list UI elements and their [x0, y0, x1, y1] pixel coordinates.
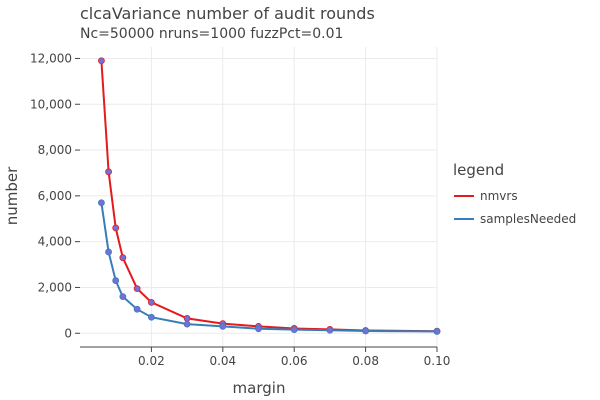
data-point-samplesNeeded	[98, 199, 105, 207]
grid	[80, 47, 438, 347]
x-tick-label: 0.10	[424, 354, 451, 368]
legend-title: legend	[453, 161, 504, 179]
y-tick-label: 0	[64, 326, 72, 340]
x-tick-label: 0.06	[281, 354, 308, 368]
data-point-nmvrs	[183, 314, 191, 322]
legend: legend nmvrs samplesNeeded	[453, 161, 576, 226]
data-point-samplesNeeded	[326, 326, 334, 334]
data-point-nmvrs	[147, 298, 155, 306]
data-point-nmvrs	[133, 285, 141, 293]
x-tick-label: 0.04	[209, 354, 236, 368]
data-point-samplesNeeded	[290, 326, 298, 333]
data-point-samplesNeeded	[255, 325, 262, 333]
data-point-samplesNeeded	[119, 293, 127, 301]
chart-subtitle: Nc=50000 nruns=1000 fuzzPct=0.01	[80, 26, 343, 42]
y-tick-label: 6,000	[38, 189, 72, 203]
y-axis-label: number	[3, 166, 21, 225]
data-point-samplesNeeded	[433, 328, 441, 335]
y-tick-label: 4,000	[38, 235, 72, 249]
y-tick-label: 10,000	[30, 97, 72, 111]
chart-title: clcaVariance number of audit rounds	[80, 4, 375, 23]
axes: 0.02 0.04 0.06 0.08 0.10 0 2,000 4,000 6,000 8,00…	[30, 51, 450, 368]
data-point-samplesNeeded	[362, 327, 370, 335]
data-point-samplesNeeded	[147, 313, 155, 321]
data-point-samplesNeeded	[219, 322, 227, 330]
legend-item-label: nmvrs	[480, 189, 518, 203]
data-point-nmvrs	[119, 254, 127, 262]
x-tick-label: 0.08	[352, 354, 379, 368]
data-point-samplesNeeded	[105, 248, 112, 256]
data-point-samplesNeeded	[133, 305, 141, 313]
y-tick-label: 2,000	[38, 280, 72, 294]
y-tick-label: 12,000	[30, 51, 72, 65]
data-point-nmvrs	[105, 168, 112, 176]
series-layer	[98, 57, 441, 335]
x-tick-label: 0.02	[138, 354, 165, 368]
y-tick-label: 8,000	[38, 143, 72, 157]
data-point-nmvrs	[98, 57, 105, 65]
legend-item-label: samplesNeeded	[480, 212, 576, 226]
x-axis-label: margin	[233, 379, 286, 397]
data-point-samplesNeeded	[183, 320, 191, 328]
data-point-nmvrs	[112, 224, 120, 232]
data-point-samplesNeeded	[112, 277, 120, 284]
